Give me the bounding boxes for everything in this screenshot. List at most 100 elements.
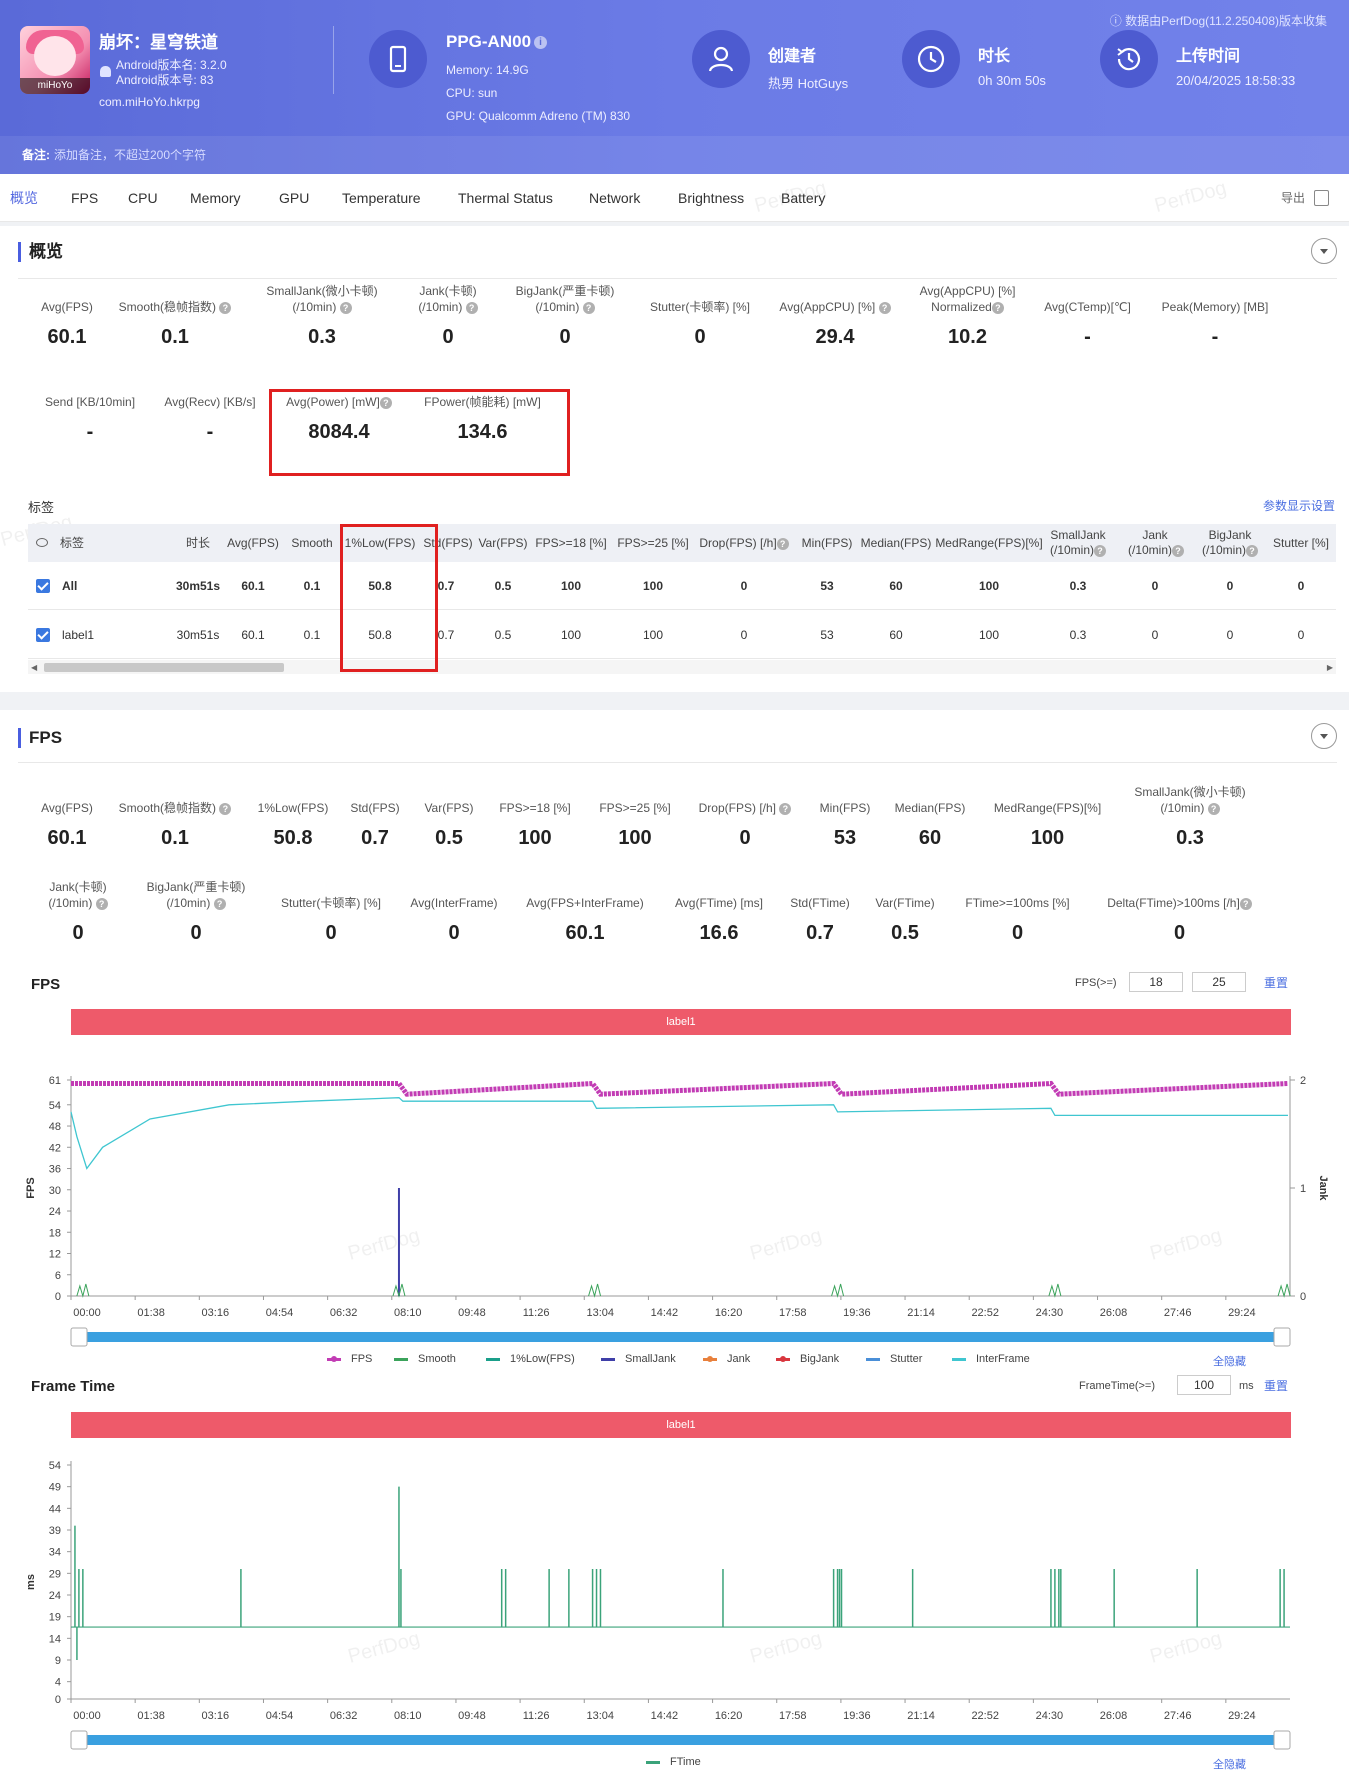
help-icon[interactable]: ? <box>1239 897 1252 910</box>
ftime-label-band[interactable]: label1 <box>71 1412 1291 1438</box>
help-icon[interactable]: ? <box>339 301 352 314</box>
tab-temperature[interactable]: Temperature <box>342 190 421 206</box>
table-row-label1[interactable]: label1 30m51s 60.1 0.1 50.8 0.7 0.5 100 … <box>28 611 1336 659</box>
legend-1low[interactable]: 1%Low(FPS) <box>486 1353 575 1365</box>
eye-icon[interactable] <box>36 538 48 547</box>
watermark: PerfDog <box>346 1225 423 1265</box>
col-fps25[interactable]: FPS>=25 [%] <box>617 536 689 550</box>
legend-bigjank[interactable]: BigJank <box>776 1353 839 1365</box>
row-tag: All <box>62 579 78 593</box>
remark-input[interactable]: 添加备注，不超过200个字符 <box>54 148 207 162</box>
table-scrollbar[interactable]: ◀ ▶ <box>28 660 1336 674</box>
tab-cpu[interactable]: CPU <box>128 190 158 206</box>
col-jank[interactable]: Jank (/10min)? <box>1128 524 1185 558</box>
fps-reset-button[interactable]: 重置 <box>1264 976 1289 990</box>
history-icon <box>1100 30 1158 88</box>
fps-threshold-label: FPS(>=) <box>1075 977 1117 989</box>
help-icon[interactable]: ? <box>379 396 392 409</box>
legend-fps[interactable]: FPS <box>327 1353 372 1365</box>
tab-thermal-status[interactable]: Thermal Status <box>458 190 553 206</box>
export-icon[interactable] <box>1314 190 1329 206</box>
info-icon[interactable]: i <box>534 36 548 50</box>
export-button[interactable]: 导出 <box>1280 191 1305 205</box>
help-icon[interactable]: ? <box>213 897 226 910</box>
zoom-slider-left-handle <box>70 1730 88 1750</box>
tab-gpu[interactable]: GPU <box>279 190 310 206</box>
tab-brightness[interactable]: Brightness <box>678 190 745 206</box>
scroll-left-icon[interactable]: ◀ <box>31 663 38 672</box>
tab-battery[interactable]: Battery <box>781 190 826 206</box>
legend-smooth[interactable]: Smooth <box>394 1353 456 1365</box>
row-cell: 0 <box>1151 579 1159 593</box>
legend-jank[interactable]: Jank <box>703 1353 750 1365</box>
tab-network[interactable]: Network <box>589 190 641 206</box>
legend-smalljank[interactable]: SmallJank <box>601 1353 676 1365</box>
help-icon[interactable]: ? <box>1094 544 1106 557</box>
collapse-overview-icon[interactable] <box>1311 238 1337 264</box>
col-min-fps[interactable]: Min(FPS) <box>801 536 853 550</box>
fps-label-band[interactable]: label1 <box>71 1009 1291 1035</box>
row-checkbox[interactable] <box>36 579 50 593</box>
col-median-fps[interactable]: Median(FPS) <box>860 536 932 550</box>
ftime-threshold-input[interactable]: 100 <box>1177 1375 1231 1395</box>
help-icon[interactable]: ? <box>219 802 232 815</box>
ftime-hide-all-button[interactable]: 全隐藏 <box>1213 1759 1246 1771</box>
device-gpu: GPU: Qualcomm Adreno (TM) 830 <box>446 109 631 123</box>
col-smooth[interactable]: Smooth <box>291 536 333 550</box>
overview-title: 概览 <box>18 242 63 262</box>
legend-stutter[interactable]: Stutter <box>866 1353 922 1365</box>
help-icon[interactable]: ? <box>1172 544 1185 557</box>
collapse-fps-icon[interactable] <box>1311 723 1337 749</box>
y-axis-label: FPS <box>25 1177 37 1198</box>
y-tick-label: 24 <box>49 1590 61 1602</box>
metric-send: Send [KB/10min] - <box>44 395 136 443</box>
col-drop-fps[interactable]: Drop(FPS) [/h]? <box>694 524 794 562</box>
fps-hide-all-button[interactable]: 全隐藏 <box>1213 1356 1246 1368</box>
help-icon[interactable]: ? <box>878 301 891 314</box>
help-icon[interactable]: ? <box>465 301 478 314</box>
col-bigjank[interactable]: BigJank (/10min)? <box>1198 524 1262 558</box>
remark-bar[interactable]: 备注: 添加备注，不超过200个字符 <box>0 136 1349 174</box>
row-cell: 100 <box>978 579 1000 593</box>
tab-fps[interactable]: FPS <box>71 190 99 206</box>
help-icon[interactable]: ? <box>776 537 789 550</box>
col-smalljank[interactable]: SmallJank (/10min)? <box>1049 528 1106 557</box>
help-icon[interactable]: ? <box>1246 544 1258 557</box>
zoom-slider-bar <box>81 1332 1280 1342</box>
legend-interframe[interactable]: InterFrame <box>952 1353 1030 1365</box>
phone-icon <box>369 30 427 88</box>
x-tick-label: 14:42 <box>651 1710 679 1722</box>
table-row-all[interactable]: All 30m51s 60.1 0.1 50.8 0.7 0.5 100 100… <box>28 562 1336 610</box>
help-icon[interactable]: ? <box>1207 802 1220 815</box>
row-checkbox[interactable] <box>36 628 50 642</box>
col-var-fps[interactable]: Var(FPS) <box>478 536 528 550</box>
scroll-right-icon[interactable]: ▶ <box>1326 663 1333 672</box>
col-avg-fps[interactable]: Avg(FPS) <box>227 536 279 550</box>
metric-drop-fps: Drop(FPS) [/h] ? 0 <box>690 800 800 850</box>
metric-delta-ftime: Delta(FTime)>100ms [/h]? 0 <box>1092 895 1267 945</box>
scroll-thumb[interactable] <box>44 663 284 672</box>
tab-overview[interactable]: 概览 <box>10 190 38 206</box>
help-icon[interactable]: ? <box>95 897 108 910</box>
help-icon[interactable]: ? <box>991 301 1004 314</box>
legend-ftime[interactable]: FTime <box>646 1756 701 1768</box>
col-1low-fps[interactable]: 1%Low(FPS) <box>344 536 416 550</box>
metric-smooth: Smooth(稳帧指数) ? 0.1 <box>110 299 240 349</box>
col-duration[interactable]: 时长 <box>185 536 210 550</box>
fps-threshold-input-1[interactable]: 18 <box>1129 972 1183 992</box>
y-tick-label: 54 <box>49 1460 61 1472</box>
help-icon[interactable]: ? <box>582 301 595 314</box>
ftime-reset-button[interactable]: 重置 <box>1264 1379 1289 1393</box>
watermark: PerfDog <box>748 1225 825 1265</box>
smooth-series-mark <box>76 1283 90 1298</box>
col-medrange-fps[interactable]: MedRange(FPS)[%] <box>935 536 1043 550</box>
tab-memory[interactable]: Memory <box>190 190 241 206</box>
fps-threshold-input-2[interactable]: 25 <box>1192 972 1246 992</box>
help-icon[interactable]: ? <box>779 802 792 815</box>
help-icon[interactable]: ? <box>219 301 232 314</box>
col-stutter[interactable]: Stutter [%] <box>1272 536 1330 550</box>
param-settings-link[interactable]: 参数显示设置 <box>1262 499 1335 513</box>
col-fps18[interactable]: FPS>=18 [%] <box>535 536 607 550</box>
